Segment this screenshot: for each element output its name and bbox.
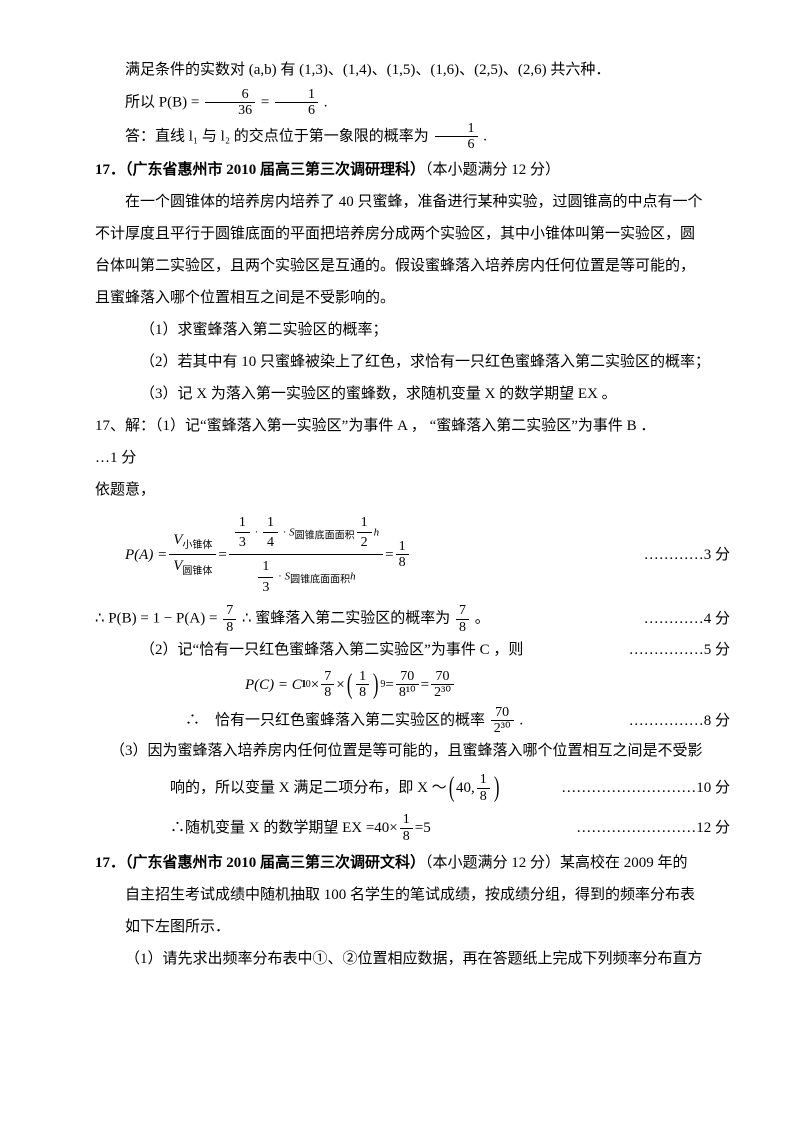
text: ∴ 恰有一只红色蜜蜂落入第二实验区的概率: [185, 712, 485, 728]
fraction: 78: [223, 603, 236, 635]
score: ………………………10 分: [551, 773, 730, 803]
close-paren-icon: ): [494, 774, 500, 802]
solution-header: 17、解：（1）记“蜜蜂落入第一实验区”为事件 A ， “蜜蜂落入第二实验区”为…: [95, 411, 730, 441]
eq: =: [218, 540, 226, 570]
text: =: [261, 94, 273, 110]
equation-row: P(C) = C110 × 78 × ( 18 )9 = 708¹⁰ = 702…: [95, 669, 730, 701]
op: ×: [311, 670, 319, 700]
text-line: 依题意，: [95, 475, 730, 505]
fraction: 16: [435, 121, 478, 153]
fraction: 78: [456, 603, 469, 635]
text: =5: [415, 813, 431, 843]
fraction: 18: [477, 772, 490, 804]
fraction: 78: [321, 669, 334, 701]
subquestion: （1）求蜜蜂落入第二实验区的概率；: [95, 315, 730, 345]
fraction: V小锥体 V圆锥体: [169, 529, 216, 580]
text: .: [324, 94, 328, 110]
eq: =: [385, 670, 393, 700]
header-bold: 17．（广东省惠州市 2010 届高三第三次调研文科）: [95, 855, 425, 871]
fraction: 708¹⁰: [396, 669, 419, 701]
score: ……………8 分: [619, 706, 730, 736]
eq: =: [385, 540, 393, 570]
document-page: 满足条件的实数对 (a,b) 有 (1,3)、(1,4)、(1,5)、(1,6)…: [0, 0, 800, 1016]
text-line: 自主招生考试成绩中随机抽取 100 名学生的笔试成绩，按成绩分组，得到的频率分布…: [95, 880, 730, 910]
fraction: 702³⁰: [491, 705, 514, 737]
text-line: （1）请先求出频率分布表中①、②位置相应数据，再在答题纸上完成下列频率分布直方: [95, 944, 730, 974]
text-line: 满足条件的实数对 (a,b) 有 (1,3)、(1,4)、(1,5)、(1,6)…: [95, 55, 730, 85]
fraction: 18: [400, 812, 413, 844]
text: ∴ 蜜蜂落入第二实验区的概率为: [242, 610, 450, 626]
text: 答：直线 l₁ 与 l₂ 的交点位于第一象限的概率为: [125, 128, 429, 144]
text: 响的，所以变量 X 满足二项分布，即 X ～: [170, 773, 447, 803]
equation-row: ∴ P(B) = 1 − P(A) = 78 ∴ 蜜蜂落入第二实验区的概率为 7…: [95, 603, 730, 635]
header-tail: （本小题满分 12 分）某高校在 2009 年的: [425, 855, 688, 871]
fraction: 18: [396, 539, 409, 571]
fraction: 18: [356, 669, 369, 701]
lhs: P(A) =: [125, 540, 167, 570]
text-line: 且蜜蜂落入哪个位置相互之间是不受影响的。: [95, 283, 730, 313]
text: ∴随机变量 X 的数学期望 EX =40×: [170, 813, 398, 843]
equation-row: 响的，所以变量 X 满足二项分布，即 X ～ ( 40, 18 ) …………………: [95, 768, 730, 808]
text-line: 如下左图所示．: [95, 912, 730, 942]
fraction: 636: [205, 87, 255, 119]
text-line: 在一个圆锥体的培养房内培养了 40 只蜜蜂，准备进行某种实验，过圆锥高的中点有一…: [95, 187, 730, 217]
text: .: [519, 712, 523, 728]
header-tail: （本小题满分 12 分）: [425, 162, 560, 178]
text: 所以 P(B) =: [125, 94, 203, 110]
score: …………3 分: [634, 540, 730, 570]
text: 40,: [456, 773, 475, 803]
fraction: 13 · 14 · S圆锥底面面积12h 13 · S圆锥底面面积h: [229, 511, 383, 600]
open-paren-icon: (: [449, 774, 455, 802]
score: ……………………12 分: [566, 813, 730, 843]
text-line: 答：直线 l₁ 与 l₂ 的交点位于第一象限的概率为 16 .: [95, 121, 730, 153]
conclusion-row: ∴ 恰有一只红色蜜蜂落入第二实验区的概率 702³⁰ . ……………8 分: [95, 705, 730, 737]
text: 。: [475, 610, 490, 626]
score-line: …1 分: [95, 443, 730, 473]
close-paren-icon: ): [373, 671, 379, 699]
open-paren-icon: (: [347, 671, 353, 699]
text: （2）记“恰有一只红色蜜蜂落入第二实验区”为事件 C ，则: [140, 642, 523, 658]
lhs: P(C) = C: [245, 670, 302, 700]
header-bold: 17．（广东省惠州市 2010 届高三第三次调研理科）: [95, 162, 425, 178]
score: …………4 分: [634, 604, 730, 634]
text-line: （3）因为蜜蜂落入培养房内任何位置是等可能的，且蜜蜂落入哪个位置相互之间是不受影: [95, 736, 730, 766]
equation-row: ∴随机变量 X 的数学期望 EX =40× 18 =5 ……………………12 分: [95, 808, 730, 848]
text: ∴ P(B) = 1 − P(A) =: [95, 610, 221, 626]
subquestion: （3）记 X 为落入第一实验区的蜜蜂数，求随机变量 X 的数学期望 EX 。: [95, 379, 730, 409]
op: ×: [336, 670, 344, 700]
question-header: 17．（广东省惠州市 2010 届高三第三次调研理科）（本小题满分 12 分）: [95, 155, 730, 185]
text: .: [483, 128, 487, 144]
fraction: 702³⁰: [431, 669, 454, 701]
text-line: 不计厚度且平行于圆锥底面的平面把培养房分成两个实验区，其中小锥体叫第一实验区，圆: [95, 219, 730, 249]
part2-header-row: （2）记“恰有一只红色蜜蜂落入第二实验区”为事件 C ，则 ……………5 分: [95, 635, 730, 665]
score: ……………5 分: [619, 635, 730, 665]
question-header: 17．（广东省惠州市 2010 届高三第三次调研文科）（本小题满分 12 分）某…: [95, 848, 730, 878]
equation-row: P(A) = V小锥体 V圆锥体 = 13 · 14 · S圆锥底面面积12h …: [95, 507, 730, 604]
eq: =: [421, 670, 429, 700]
text-line: 所以 P(B) = 636 = 16 .: [95, 87, 730, 119]
text-line: 台体叫第二实验区，且两个实验区是互通的。假设蜜蜂落入培养房内任何位置是等可能的，: [95, 251, 730, 281]
fraction: 16: [275, 87, 318, 119]
subquestion: （2）若其中有 10 只蜜蜂被染上了红色，求恰有一只红色蜜蜂落入第二实验区的概率…: [95, 347, 730, 377]
